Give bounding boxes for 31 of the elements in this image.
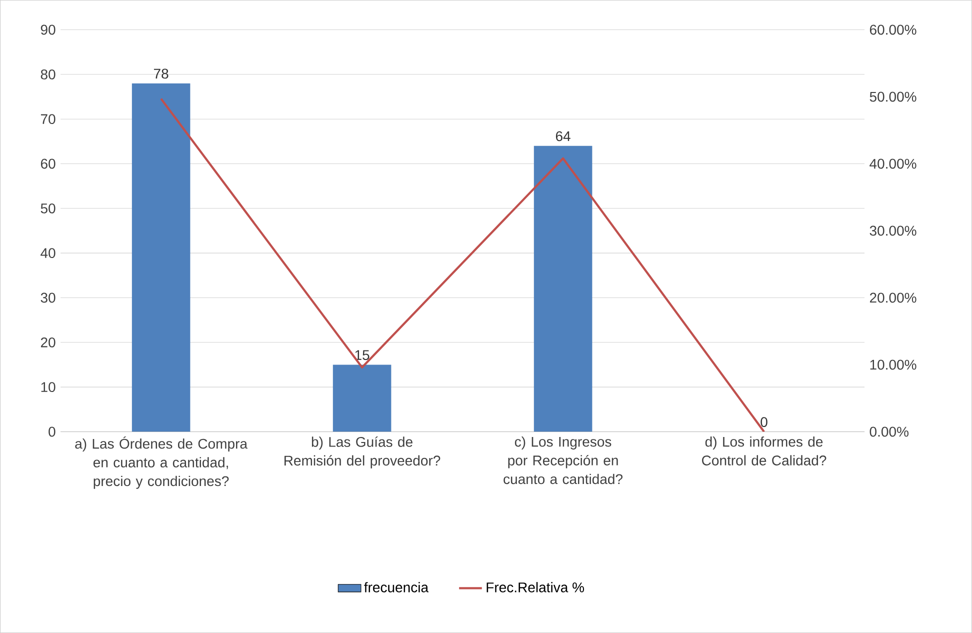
x-tick-label: c) Los Ingresos por Recepción en cuanto a cantidad? [504, 436, 622, 484]
y-tick-label: 70 [40, 114, 56, 124]
y-tick-label: 40 [40, 248, 56, 258]
bar [132, 83, 190, 432]
y-tick-label: 80 [40, 69, 56, 80]
y-tick-label: 20 [40, 337, 56, 348]
legend-label: Frec.Relativa % [486, 582, 584, 592]
bar [534, 146, 592, 432]
y-tick-label: 30 [40, 292, 56, 303]
y-tick-label: 50 [40, 203, 56, 214]
y-tick-label: 0 [48, 426, 56, 437]
x-tick-label: d) Los informes de Control de Calidad? [702, 436, 826, 466]
y2-tick-label: 60.00% [870, 24, 916, 35]
y-tick-label: 90 [40, 24, 56, 35]
data-label: 78 [154, 68, 168, 79]
legend-label: frecuencia [364, 582, 429, 592]
y2-tick-label: 30.00% [870, 226, 916, 236]
y-tick-label: 10 [41, 382, 56, 392]
line-series [160, 98, 766, 432]
x-tick-label: a) Las Órdenes de Compra en cuanto a cantidad, precio y condiciones? [75, 436, 248, 489]
bar [332, 364, 392, 432]
y2-tick-label: 40.00% [870, 158, 916, 169]
y2-tick-label: 10.00% [870, 360, 916, 370]
y2-tick-label: 20.00% [870, 292, 916, 303]
y2-tick-label: 50.00% [870, 92, 916, 102]
data-label: 0 [760, 417, 768, 428]
y2-tick-label: 0.00% [870, 426, 908, 437]
x-tick-label: b) Las Guías de Remisión del proveedor? [284, 436, 440, 468]
data-label: 64 [556, 131, 570, 142]
y-tick-label: 60 [40, 158, 56, 169]
data-label: 15 [355, 350, 370, 360]
